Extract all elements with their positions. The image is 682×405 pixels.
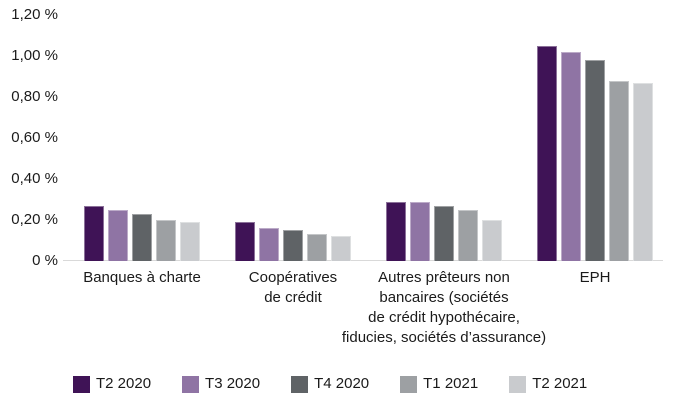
- bar-group: [235, 0, 351, 261]
- bar: [410, 202, 430, 261]
- y-tick-label: 1,20 %: [11, 6, 58, 23]
- x-axis-category-label: EPH: [455, 268, 682, 288]
- bar-group: [386, 0, 502, 261]
- bar: [537, 46, 557, 261]
- legend-label: T2 2020: [96, 375, 152, 392]
- x-axis-category-line: Banques à charte: [83, 269, 201, 286]
- legend-item: T3 2020: [182, 374, 260, 394]
- x-axis-category-label: Coopératives de crédit: [153, 268, 433, 308]
- legend-item: T4 2020: [291, 374, 369, 394]
- legend-swatch: [182, 375, 200, 393]
- bar: [434, 206, 454, 261]
- bar: [585, 60, 605, 261]
- x-axis-category-label: Banques à charte: [2, 268, 282, 288]
- bar: [132, 214, 152, 261]
- x-axis-category-line: de crédit: [264, 289, 322, 306]
- y-tick-label: 0 %: [32, 252, 58, 269]
- x-axis-category-line: de crédit hypothécaire,: [368, 309, 520, 326]
- bar: [108, 210, 128, 261]
- bar: [386, 202, 406, 261]
- legend-swatch: [73, 375, 90, 393]
- bar: [307, 234, 327, 261]
- x-axis-category-label: Autres prêteurs non bancaires (sociétés de…: [304, 268, 584, 348]
- bar: [482, 220, 502, 261]
- bar: [156, 220, 176, 261]
- legend-label: T3 2020: [205, 375, 261, 392]
- legend-item: T2 2020: [73, 374, 151, 394]
- x-axis-category-line: fiducies, sociétés d’assurance): [341, 329, 547, 346]
- x-axis-category-line: bancaires (sociétés: [379, 289, 509, 306]
- bar: [180, 222, 200, 261]
- bar: [84, 206, 104, 261]
- x-axis-category-line: EPH: [579, 269, 611, 286]
- bar: [458, 210, 478, 261]
- legend-label: T2 2021: [532, 375, 588, 392]
- legend-swatch: [400, 375, 418, 393]
- bar: [609, 81, 629, 261]
- bar: [283, 230, 303, 261]
- bar-group: [84, 0, 200, 261]
- legend-item: T2 2021: [509, 374, 587, 394]
- legend-swatch: [509, 375, 527, 393]
- bar: [259, 228, 279, 261]
- legend-swatch: [291, 375, 309, 393]
- x-axis-category-line: Coopératives: [248, 269, 338, 286]
- y-tick-label: 0,60 %: [11, 129, 58, 146]
- legend-item: T1 2021: [400, 374, 478, 394]
- y-tick-label: 0,80 %: [11, 88, 58, 105]
- y-tick-label: 1,00 %: [11, 47, 58, 64]
- bar: [561, 52, 581, 261]
- legend-label: T4 2020: [314, 375, 370, 392]
- legend-label: T1 2021: [423, 375, 479, 392]
- x-axis-category-line: Autres prêteurs non: [378, 269, 510, 286]
- bar: [235, 222, 255, 261]
- legend: T2 2020 T3 2020 T4 2020 T1 2021 T2 2021: [73, 374, 587, 394]
- bar: [331, 236, 351, 261]
- y-tick-label: 0,20 %: [11, 211, 58, 228]
- y-tick-label: 0,40 %: [11, 170, 58, 187]
- bar-group: [537, 0, 653, 261]
- x-axis-line: [63, 260, 663, 261]
- bar: [633, 83, 653, 261]
